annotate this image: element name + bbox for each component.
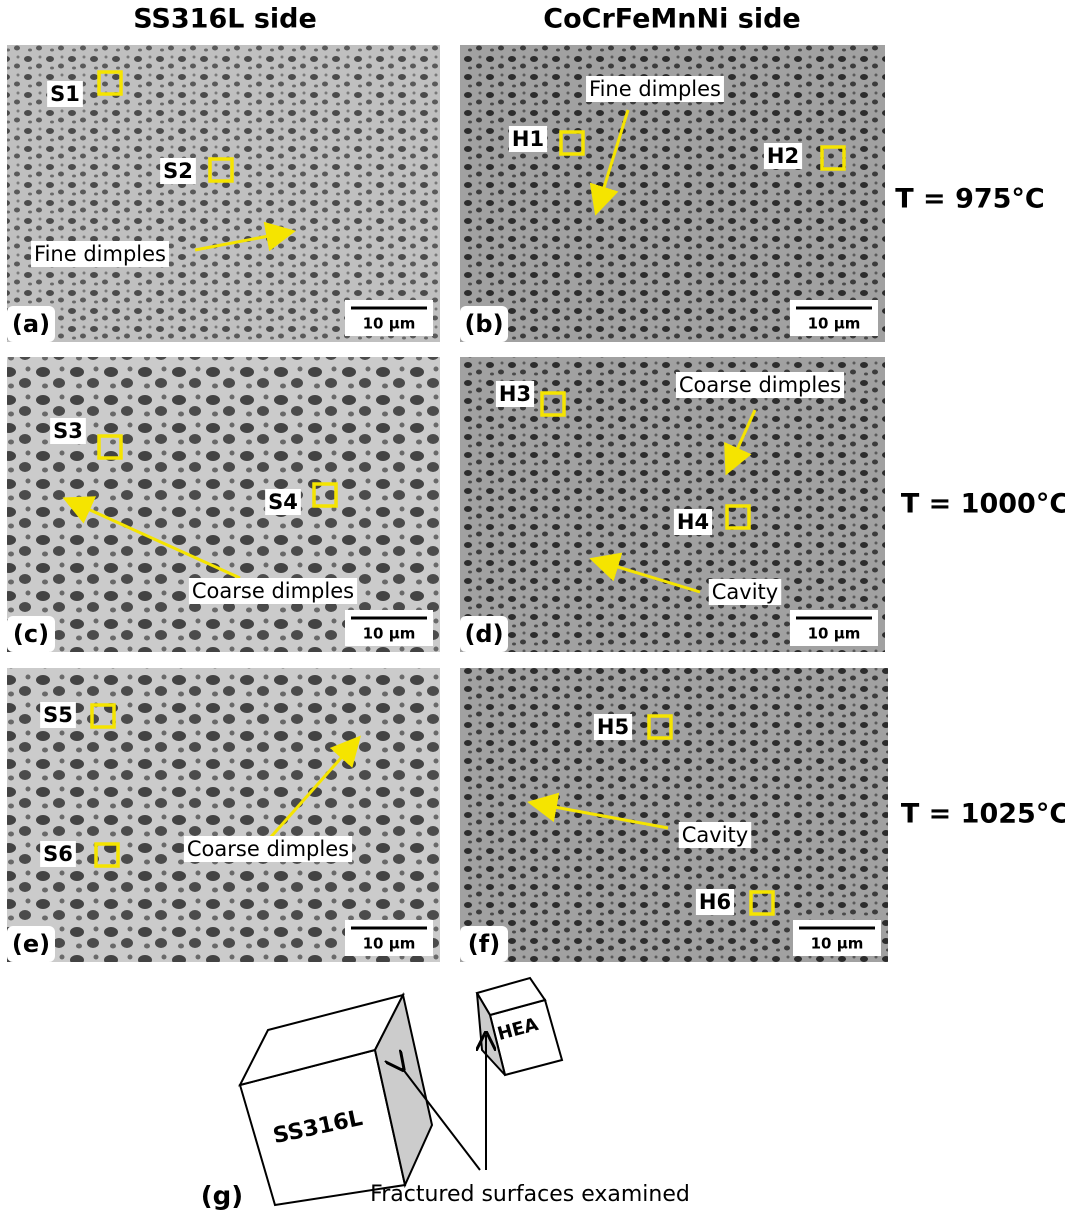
annotation: Cavity xyxy=(712,580,778,604)
annotation-group: Fine dimples xyxy=(31,241,169,267)
figure: SS316L side CoCrFeMnNi side T = 975°C T … xyxy=(0,0,1065,1216)
row-label: T = 1025°C xyxy=(901,799,1065,830)
marker-label-group: S3 xyxy=(50,418,86,444)
marker-label: S3 xyxy=(53,419,83,443)
caption: Fractured surfaces examined xyxy=(370,1182,690,1207)
annotation: Fine dimples xyxy=(34,242,166,266)
marker-label: S2 xyxy=(163,159,193,183)
panel-label-group: (f) xyxy=(460,926,508,962)
marker-label: H5 xyxy=(597,715,629,739)
scale-bar-label: 10 µm xyxy=(363,935,416,953)
row-label: T = 1000°C xyxy=(901,489,1065,520)
marker-label-group: S5 xyxy=(40,702,76,728)
annotation: Fine dimples xyxy=(589,77,721,101)
marker-label: S4 xyxy=(268,490,298,514)
annotation-group: Cavity xyxy=(709,579,781,605)
marker-label: H2 xyxy=(767,144,799,168)
row-label: T = 975°C xyxy=(895,184,1045,215)
panel-label: (b) xyxy=(464,310,503,338)
marker-label: S6 xyxy=(43,842,73,866)
schematic xyxy=(240,972,562,1205)
scale-bar-label: 10 µm xyxy=(363,625,416,643)
marker-label-group: S1 xyxy=(47,81,83,107)
scale-bar-label: 10 µm xyxy=(363,315,416,333)
panel-label: (f) xyxy=(468,930,500,958)
panel-label-group: (d) xyxy=(460,616,508,652)
marker-label-group: S6 xyxy=(40,841,76,867)
marker-label-group: S2 xyxy=(160,158,196,184)
panel-label: (e) xyxy=(12,930,50,958)
annotation-group: Fine dimples xyxy=(586,76,724,102)
micrograph-shade xyxy=(7,357,440,652)
annotation: Coarse dimples xyxy=(192,579,354,603)
annotation-group: Coarse dimples xyxy=(184,836,352,862)
scale-bar-label: 10 µm xyxy=(808,625,861,643)
scale-bar-label: 10 µm xyxy=(808,315,861,333)
marker-label-group: H3 xyxy=(496,381,534,407)
panel-label: (d) xyxy=(464,620,503,648)
annotation-group: Cavity xyxy=(679,822,751,848)
panel-label: (a) xyxy=(12,310,50,338)
marker-label: H6 xyxy=(699,890,731,914)
marker-label: H1 xyxy=(512,127,544,151)
panel-label: (c) xyxy=(13,620,49,648)
annotation: Coarse dimples xyxy=(679,373,841,397)
marker-label-group: H1 xyxy=(509,126,547,152)
annotation: Coarse dimples xyxy=(187,837,349,861)
panel-label-group: (a) xyxy=(7,306,55,342)
scale-bar-label: 10 µm xyxy=(811,935,864,953)
marker-label: S1 xyxy=(50,82,80,106)
annotation-group: Coarse dimples xyxy=(189,578,357,604)
marker-label: H4 xyxy=(677,510,709,534)
marker-label-group: H5 xyxy=(594,714,632,740)
column-header: CoCrFeMnNi side xyxy=(543,4,800,35)
marker-label-group: H6 xyxy=(696,889,734,915)
annotation: Cavity xyxy=(682,823,748,847)
panel-label: (g) xyxy=(201,1182,243,1212)
annotation-group: Coarse dimples xyxy=(676,372,844,398)
micrograph-shade xyxy=(460,668,888,962)
panel-label-group: (b) xyxy=(460,306,508,342)
marker-label: H3 xyxy=(499,382,531,406)
column-header: SS316L side xyxy=(133,4,317,35)
marker-label-group: S4 xyxy=(265,489,301,515)
marker-label: S5 xyxy=(43,703,73,727)
marker-label-group: H4 xyxy=(674,509,712,535)
panel-label-group: (e) xyxy=(7,926,55,962)
marker-label-group: H2 xyxy=(764,143,802,169)
panel-label-group: (c) xyxy=(7,616,55,652)
